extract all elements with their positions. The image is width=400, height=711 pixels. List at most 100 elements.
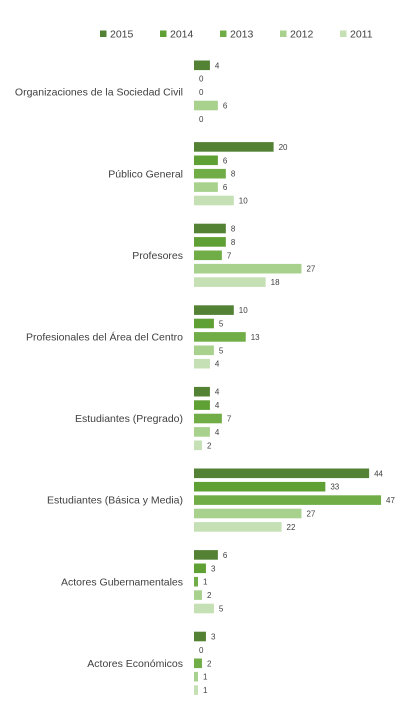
category-group-actores-economicos: Actores Económicos 302 1 1 [87, 631, 216, 695]
data-label: 13 [251, 333, 260, 342]
bar-2013 [194, 658, 202, 669]
bar-2011 [194, 277, 266, 287]
data-label: 5 [219, 320, 224, 329]
bar-2015 [194, 60, 210, 71]
legend-item-2015: 2015 [100, 29, 134, 41]
bar-2014 [194, 318, 214, 329]
bar-2015 [194, 468, 370, 479]
category-label: Organizaciones de la Sociedad Civil [15, 87, 183, 99]
data-label: 0 [199, 646, 204, 655]
bar-2011 [194, 603, 214, 614]
bar-2012 [194, 100, 218, 111]
data-label: 18 [271, 278, 280, 287]
data-label: 0 [199, 115, 204, 124]
legend-swatch [280, 30, 287, 37]
bar-2012 [194, 671, 198, 682]
data-label: 10 [239, 197, 248, 206]
bar-2015 [194, 550, 218, 560]
data-label: 1 [203, 673, 208, 682]
bar-2013 [194, 413, 222, 424]
data-label: 33 [330, 483, 339, 492]
legend-item-2014: 2014 [160, 29, 194, 41]
bar-2015 [194, 386, 210, 397]
bar-2013 [194, 250, 222, 261]
category-group-actores-gubernamentales: Actores Gubernamentales 631 25 [61, 550, 228, 614]
legend-swatch [160, 30, 167, 37]
data-label: 4 [215, 428, 220, 437]
bar-2012 [194, 427, 210, 437]
legend-swatch [100, 30, 107, 37]
data-label: 5 [219, 346, 224, 355]
bar-2012 [194, 182, 218, 192]
legend-label: 2013 [230, 29, 254, 41]
legend-label: 2014 [170, 29, 194, 41]
category-label: Estudiantes (Básica y Media) [47, 495, 183, 507]
bar-2011 [194, 685, 198, 695]
data-label: 20 [279, 143, 288, 152]
legend-item-2011: 2011 [340, 29, 373, 41]
bar-2011 [194, 522, 282, 532]
data-label: 47 [386, 496, 395, 505]
legend-item-2013: 2013 [220, 29, 254, 41]
data-label: 7 [227, 251, 232, 260]
chart-legend: 2015 2014 2013 2012 2011 [100, 29, 373, 41]
bar-2015 [194, 223, 226, 234]
data-label: 4 [215, 61, 220, 70]
category-group-profesionales-del-area-del-centro: Profesionales del Área del Centro 10 5 13 5 4 [26, 305, 260, 369]
bar-2012 [194, 345, 214, 356]
legend-label: 2012 [290, 29, 314, 41]
data-label: 8 [231, 238, 236, 247]
data-label: 10 [239, 306, 248, 315]
data-label: 1 [203, 578, 208, 587]
category-label: Profesores [132, 250, 183, 262]
bar-2012 [194, 590, 202, 600]
bar-2015 [194, 631, 206, 642]
bar-2013 [194, 168, 226, 179]
bar-2014 [194, 155, 218, 166]
data-label: 4 [215, 388, 220, 397]
data-label: 8 [231, 170, 236, 179]
data-label: 6 [223, 156, 228, 165]
category-label: Público General [108, 168, 183, 180]
bar-2014 [194, 563, 206, 574]
category-groups: Organizaciones de la Sociedad Civil 4 0 0 6 0… [15, 60, 396, 695]
data-label: 6 [223, 183, 228, 192]
data-label: 44 [374, 469, 383, 478]
data-label: 27 [306, 510, 315, 519]
data-label: 5 [219, 605, 224, 614]
bar-2011 [194, 358, 210, 369]
category-label: Actores Económicos [87, 658, 183, 670]
bar-2015 [194, 305, 234, 315]
bar-2014 [194, 481, 326, 492]
bar-2013 [194, 576, 198, 587]
data-label: 22 [287, 523, 296, 532]
data-label: 7 [227, 415, 232, 424]
bar-2012 [194, 508, 302, 519]
data-label: 4 [215, 401, 220, 410]
legend-swatch [220, 30, 227, 37]
data-label: 3 [211, 633, 216, 642]
bar-2014 [194, 237, 226, 247]
category-group-organizaciones-de-la-sociedad-civil: Organizaciones de la Sociedad Civil 4 0 0 6 0 [15, 60, 228, 124]
data-label: 6 [223, 551, 228, 560]
data-label: 3 [211, 564, 216, 573]
category-label: Actores Gubernamentales [61, 576, 183, 588]
legend-label: 2011 [350, 29, 373, 41]
data-label: 4 [215, 360, 220, 369]
data-label: 2 [207, 441, 212, 450]
data-label: 2 [207, 659, 212, 668]
category-label: Profesionales del Área del Centro [26, 331, 183, 344]
bar-2013 [194, 495, 382, 505]
data-label: 0 [199, 88, 204, 97]
category-group-profesores: Profesores 8 8 7 27 18 [132, 223, 316, 287]
legend-swatch [340, 30, 347, 37]
bar-2011 [194, 440, 202, 451]
legend-label: 2015 [110, 29, 134, 41]
legend-item-2012: 2012 [280, 29, 314, 41]
bar-2013 [194, 332, 246, 342]
bar-2015 [194, 142, 274, 152]
bar-2012 [194, 263, 302, 274]
data-label: 27 [306, 265, 315, 274]
